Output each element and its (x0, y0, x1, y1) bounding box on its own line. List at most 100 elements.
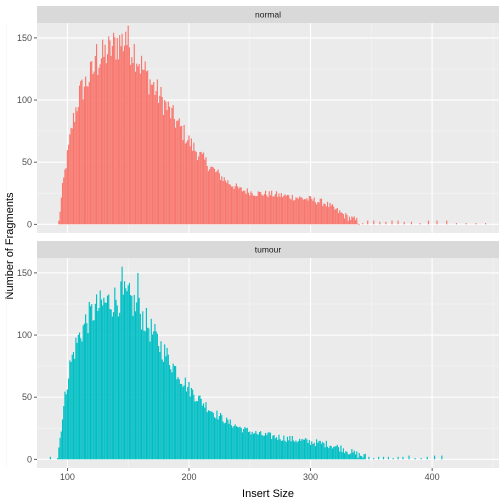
histogram-bar (97, 74, 99, 225)
histogram-bar (247, 432, 250, 460)
histogram-bar (198, 395, 200, 460)
histogram-bar (61, 182, 64, 225)
histogram-bar (164, 100, 166, 225)
histogram-bar (306, 198, 308, 225)
histogram-bar (100, 299, 103, 460)
histogram-bar (240, 187, 242, 225)
histogram-bar (125, 31, 127, 225)
histogram-bar (330, 445, 332, 460)
histogram-bar (392, 458, 394, 460)
histogram-bar (137, 66, 139, 225)
histogram-bar (223, 423, 225, 460)
histogram-bar (260, 192, 262, 225)
histogram-bar (261, 434, 263, 460)
histogram-bar (187, 387, 189, 460)
histogram-bar (59, 437, 61, 460)
histogram-bar (138, 297, 140, 460)
histogram-bar (125, 288, 127, 460)
histogram-bar (308, 439, 310, 460)
histogram-bar (230, 186, 233, 225)
histogram-bar (239, 187, 241, 225)
histogram-bar (264, 190, 267, 225)
histogram-bar (257, 191, 259, 225)
histogram-bar (81, 341, 83, 460)
histogram-bar (290, 441, 292, 460)
histogram-bar (233, 425, 235, 460)
histogram-bar (378, 456, 380, 460)
histogram-bar (427, 220, 430, 225)
histogram-bar (113, 32, 115, 225)
histogram-bar (247, 192, 250, 225)
histogram-bar (71, 354, 73, 460)
histogram-bar (117, 316, 120, 460)
histogram-bar (336, 207, 338, 225)
histogram-bar (341, 212, 343, 225)
histogram-bar (283, 195, 285, 225)
histogram-bar (88, 81, 90, 225)
histogram-bar (258, 432, 261, 460)
histogram-bar (68, 378, 70, 460)
histogram-bar (92, 74, 94, 225)
histogram-bar (306, 439, 308, 460)
histogram-bar (354, 220, 357, 225)
histogram-bar (228, 184, 230, 225)
histogram-bar (420, 458, 422, 460)
histogram-bar (142, 311, 144, 460)
histogram-bar (64, 391, 66, 460)
histogram-bar (328, 207, 330, 225)
histogram-bar (335, 446, 337, 460)
histogram-bar (299, 438, 301, 460)
histogram-bar (433, 455, 436, 460)
histogram-bar (348, 454, 351, 460)
histogram-bar (317, 442, 319, 460)
histogram-bar (337, 447, 340, 460)
histogram-bar (77, 334, 79, 460)
histogram-bar (363, 454, 365, 460)
y-tick-label: 100 (17, 330, 32, 340)
histogram-bar (88, 301, 90, 460)
histogram-bar (373, 458, 375, 460)
histogram-bar (178, 379, 180, 460)
histogram-bar (211, 166, 213, 225)
histogram-bar (307, 200, 309, 225)
histogram-bar (108, 294, 110, 460)
histogram-bar (113, 312, 115, 460)
histogram-bar (234, 186, 236, 225)
histogram-bar (175, 366, 177, 460)
histogram-bar (280, 440, 282, 460)
histogram-bar (201, 153, 203, 225)
histogram-bar (313, 442, 315, 460)
histogram-bar (344, 453, 346, 460)
x-tick-label: 200 (181, 472, 196, 482)
histogram-bar (295, 440, 297, 460)
histogram-bar (213, 417, 216, 460)
histogram-bar (120, 46, 122, 225)
histogram-bar (177, 120, 179, 225)
histogram-bar (303, 199, 306, 225)
histogram-bar (202, 152, 205, 225)
histogram-bar (154, 323, 156, 460)
histogram-bar (319, 198, 321, 225)
histogram-bar (316, 204, 318, 225)
histogram-bar (280, 193, 282, 225)
histogram-bar (91, 61, 93, 225)
histogram-bar (165, 101, 167, 225)
histogram-bar (303, 439, 306, 460)
y-tick-label: 150 (17, 33, 32, 43)
histogram-bar (110, 55, 112, 225)
histogram-bar (229, 184, 231, 225)
y-ticks-normal: 0 50 100 150 (17, 33, 37, 229)
histogram-bar (218, 173, 220, 225)
histogram-bar (331, 204, 334, 225)
histogram-bar (86, 85, 88, 225)
histogram-bar (121, 33, 123, 225)
histogram-bar (367, 220, 369, 225)
histogram-bar (66, 150, 68, 225)
histogram-bar (222, 421, 224, 460)
histogram-bar (144, 331, 146, 460)
histogram-bar (339, 210, 341, 225)
histogram-bar (190, 138, 192, 225)
histogram-bar (167, 101, 169, 225)
strip-label-normal: normal (255, 10, 281, 20)
histogram-bar (182, 140, 184, 225)
